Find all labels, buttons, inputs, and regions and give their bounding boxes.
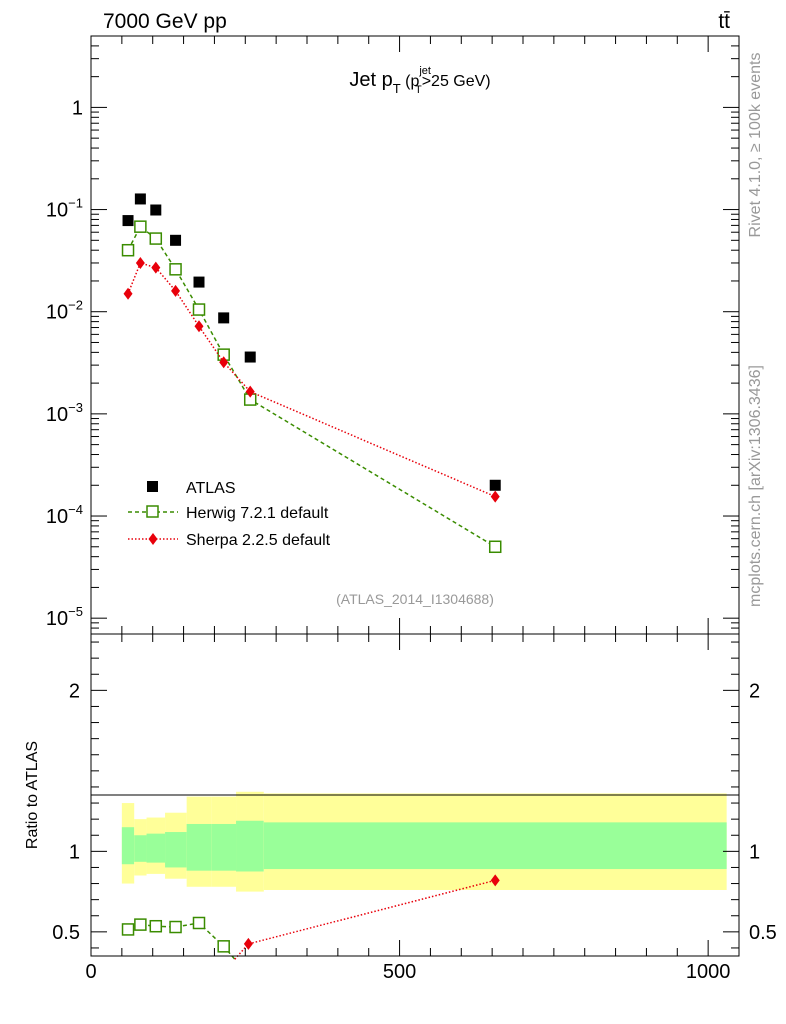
main-y-tick-label: 10−3 [46, 400, 83, 426]
herwig-point [192, 303, 206, 316]
rivet-version-label: Rivet 4.1.0, ≥ 100k events [747, 53, 764, 238]
main-y-tick-label: 10−2 [46, 298, 83, 324]
herwig-ratio-point [217, 940, 230, 953]
sherpa-point [123, 287, 133, 300]
sherpa-point [194, 320, 204, 333]
ratio-y-axis-label: Ratio to ATLAS [24, 741, 41, 849]
herwig-point [149, 232, 163, 245]
legend-sherpa-marker [148, 533, 158, 545]
herwig-ratio-point [121, 923, 135, 936]
ratio-y-tick-label-right: 1 [749, 841, 760, 863]
legend-sherpa-label: Sherpa 2.2.5 default [186, 532, 331, 549]
ratio-y-tick-label-right: 0.5 [749, 922, 777, 944]
main-y-tick-label: 10−4 [46, 502, 83, 528]
herwig-point [169, 263, 182, 276]
analysis-id-label: (ATLAS_2014_I1304688) [336, 591, 494, 607]
herwig-point [134, 220, 147, 233]
herwig-line [127, 225, 496, 548]
atlas-point [193, 276, 205, 288]
sherpa-point [151, 261, 161, 274]
sherpa-point [490, 490, 500, 503]
ratio-x-tick-label: 500 [383, 961, 416, 983]
sherpa-line [127, 262, 496, 498]
main-y-tick-label: 10−1 [46, 196, 83, 222]
ratio-y-tick-label-right: 2 [749, 680, 760, 702]
sherpa-ratio-line [234, 879, 496, 960]
sherpa-ratio-point [243, 937, 253, 950]
sherpa-point [219, 356, 229, 369]
ratio-y-tick-label-left: 2 [69, 680, 80, 702]
ratio-frame [90, 633, 740, 957]
legend-herwig-label: Herwig 7.2.1 default [186, 505, 329, 522]
process-label: tt̄ [718, 10, 730, 33]
herwig-ratio-point [169, 920, 182, 934]
uncertainty-band-inner [121, 827, 135, 865]
chart-title: Jet pT (pjet T>25 GeV) [349, 65, 490, 96]
ratio-x-tick-label: 1000 [686, 961, 731, 983]
uncertainty-band-inner [146, 833, 166, 863]
herwig-ratio-point [149, 919, 163, 933]
legend-atlas-label: ATLAS [186, 480, 236, 497]
atlas-point [244, 351, 256, 363]
uncertainty-band-inner [186, 823, 212, 871]
ratio-y-tick-label-left: 1 [69, 841, 80, 863]
beam-energy-label: 7000 GeV pp [103, 10, 227, 33]
sherpa-ratio-point [490, 874, 500, 887]
sherpa-point [171, 284, 181, 297]
uncertainty-band-inner [211, 823, 237, 871]
main-panel: 10−5 10−4 10−3 10−2 10−1 1 Jet pT (pjet T>25 G… [46, 35, 740, 635]
uncertainty-band-inner [236, 820, 264, 872]
uncertainty-band-inner [165, 832, 187, 868]
ratio-panel: 0.5 0.5 1 1 2 2 0 500 1000 Ratio to ATLAS [24, 633, 777, 983]
legend: ATLAS Herwig 7.2.1 default Sherpa 2.2.5 … [128, 480, 331, 549]
herwig-point [121, 243, 135, 257]
main-y-tick-label: 10−5 [46, 604, 83, 630]
sherpa-point [245, 385, 255, 398]
main-y-tick-label: 1 [72, 97, 83, 119]
mcplots-reference-label: mcplots.cern.ch [arXiv:1306.3436] [747, 365, 764, 607]
uncertainty-band-inner [263, 822, 727, 870]
atlas-point [170, 234, 182, 246]
uncertainty-band-inner [134, 835, 147, 862]
herwig-ratio-point [192, 916, 206, 930]
herwig-point [488, 540, 502, 554]
atlas-point [122, 215, 134, 227]
atlas-point [134, 193, 146, 205]
ratio-y-tick-label-left: 0.5 [52, 922, 80, 944]
atlas-point [218, 312, 230, 324]
sherpa-point [135, 256, 145, 269]
legend-atlas-marker [147, 481, 158, 492]
ratio-x-tick-label: 0 [85, 961, 96, 983]
herwig-ratio-point [134, 918, 147, 931]
atlas-point [150, 204, 162, 216]
atlas-point [489, 479, 501, 491]
legend-herwig-marker [146, 505, 159, 518]
